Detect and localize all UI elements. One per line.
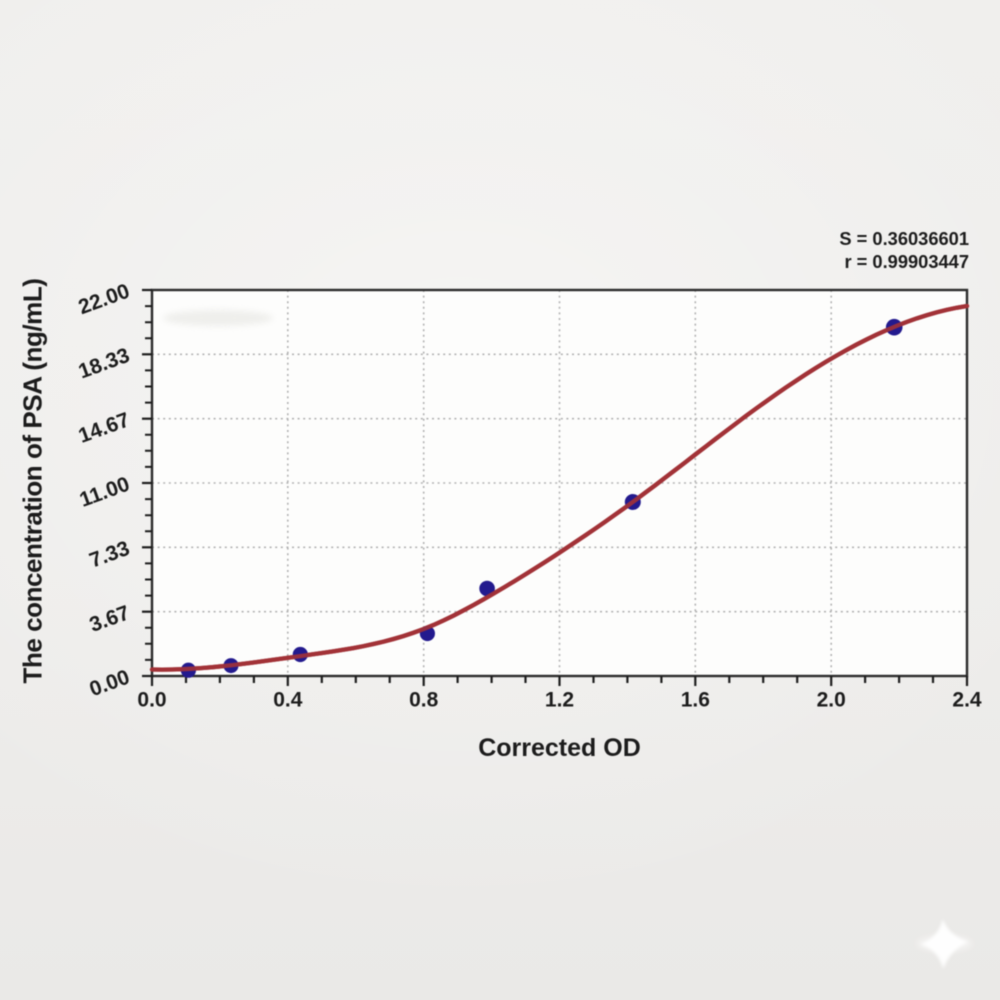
svg-text:S = 0.36036601: S = 0.36036601 [839,228,969,249]
svg-text:The concentration of PSA (ng/m: The concentration of PSA (ng/mL) [18,279,48,684]
svg-text:1.2: 1.2 [545,689,574,712]
svg-text:0.8: 0.8 [409,689,439,712]
svg-text:2.0: 2.0 [817,689,846,712]
svg-text:14.67: 14.67 [75,408,132,448]
svg-text:0.00: 0.00 [86,666,132,702]
svg-text:11.00: 11.00 [77,473,133,512]
svg-text:3.67: 3.67 [86,601,132,637]
svg-text:2.4: 2.4 [952,689,982,712]
svg-text:18.33: 18.33 [75,344,132,384]
svg-text:0.4: 0.4 [273,689,303,712]
svg-text:22.00: 22.00 [75,280,132,320]
svg-text:r = 0.99903447: r = 0.99903447 [844,251,969,272]
svg-text:1.6: 1.6 [681,689,710,712]
svg-text:Corrected OD: Corrected OD [478,734,641,762]
svg-text:7.33: 7.33 [86,537,132,573]
svg-text:0.0: 0.0 [137,689,166,712]
